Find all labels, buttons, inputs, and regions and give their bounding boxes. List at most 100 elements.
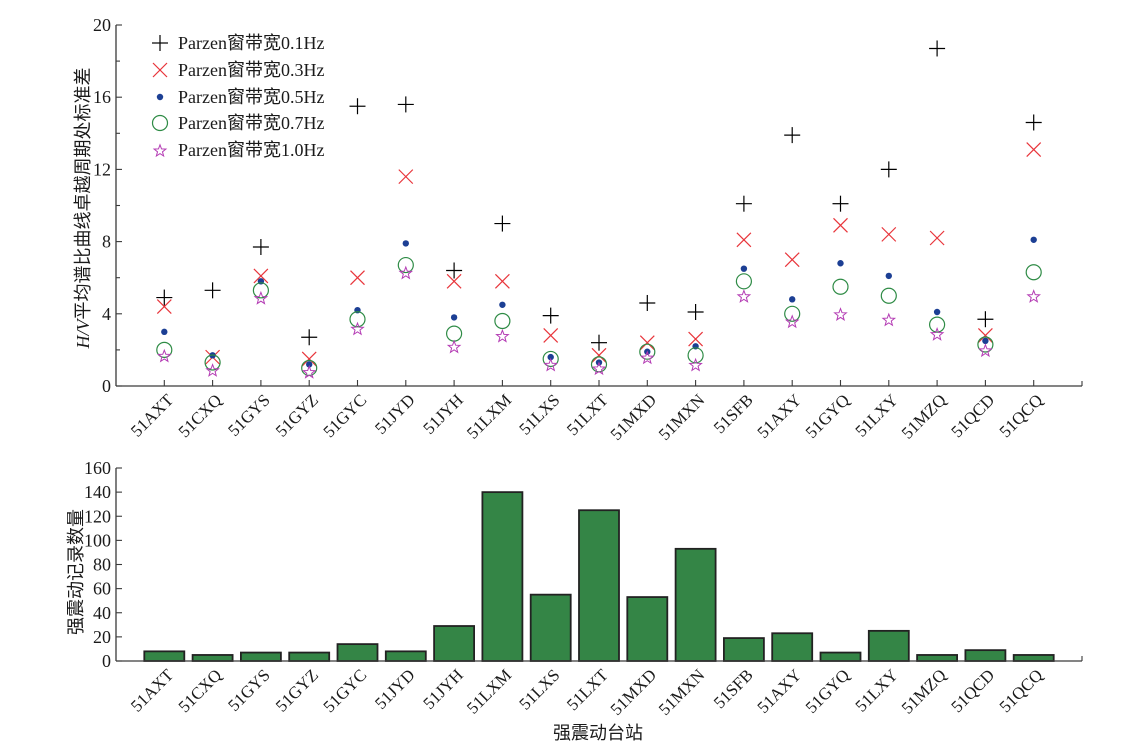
data-point-plus [397,96,414,113]
top-y-tick-label: 4 [102,304,111,324]
data-point-circle [832,278,849,295]
data-point-circle [977,336,994,353]
x-marker-b [446,273,462,289]
data-point-plus [929,40,946,57]
data-point-x [977,328,993,343]
bar-51SFB [723,637,765,662]
data-point-x [688,331,704,347]
data-point-circle [784,305,801,322]
x-marker-b [156,299,172,315]
data-point-x [253,268,269,284]
x-marker-b [350,270,365,286]
data-point-circle [252,282,269,299]
bar-51LXT [578,509,620,662]
series-plus [156,40,1042,351]
data-point-star [784,314,800,329]
x-marker-b [977,328,993,343]
x-marker-b [494,273,510,289]
data-point-circle [397,256,414,274]
top-y-tick-label: 20 [93,15,111,35]
bottom-y-tick-label: 160 [84,458,111,478]
data-point-dot [982,337,989,345]
data-point-star [1026,289,1041,303]
data-point-star [205,363,220,377]
data-point-x [784,252,800,268]
data-point-star [446,339,462,354]
bar-51GYC [336,643,379,662]
data-point-circle [156,341,173,358]
data-point-dot [933,308,941,316]
data-point-x [929,230,945,246]
data-point-circle [880,287,897,304]
legend-item: Parzen窗带宽0.1Hz [152,33,324,53]
data-point-x [446,273,462,289]
bar-51AXT [143,650,186,662]
legend-marker-dot [156,93,164,101]
data-point-circle [687,347,704,364]
data-point-x [881,226,897,242]
bar-51CXQ [191,654,234,662]
legend-item: Parzen窗带宽1.0Hz [152,140,324,160]
data-point-plus [880,161,897,178]
bar-51JYD [384,650,427,662]
x-marker-b [833,217,848,233]
x-marker-b [929,230,945,246]
x-marker-b [398,169,414,185]
data-point-dot [161,328,168,336]
data-point-plus [446,262,463,279]
data-point-star [253,290,269,305]
x-marker-b [301,351,317,367]
x-marker-b [881,226,897,242]
series-x [156,142,1042,367]
data-point-plus [687,303,704,320]
data-point-x [833,217,848,233]
x-marker-b [152,62,168,78]
x-marker-b [784,252,800,268]
top-y-tick-label: 12 [93,159,111,179]
legend-label: Parzen窗带宽0.5Hz [178,87,324,107]
x-marker-b [688,331,704,347]
data-point-dot [499,301,506,308]
bottom-y-tick-label: 40 [93,603,111,623]
data-point-x [494,273,510,289]
top-y-tick-label: 16 [93,87,111,107]
legend: Parzen窗带宽0.1Hz Parzen窗带宽0.3Hz Parzen窗带宽0.5… [151,33,324,160]
bar-51QCD [964,649,1007,662]
y-axis-title-text-part: 平均谱比曲线卓越周期处标准差 [73,68,93,320]
data-point-plus [349,98,366,115]
top-y-axis-title: H/V平均谱比曲线卓越周期处标准差 [73,68,93,350]
bar-51LXM [481,491,524,662]
legend-label: Parzen窗带宽0.7Hz [178,113,324,133]
data-point-x [350,270,365,286]
legend-item: Parzen窗带宽0.7Hz [151,113,324,133]
bottom-y-tick-label: 0 [102,651,111,671]
data-point-circle [639,343,656,360]
data-point-circle [542,350,559,368]
data-point-dot [402,240,409,247]
bar-51QCQ [1012,654,1055,662]
bottom-y-tick-label: 100 [84,530,111,550]
data-point-x [1026,142,1042,157]
data-point-x [543,328,559,343]
data-point-dot [306,361,313,368]
data-point-star [736,289,752,303]
x-marker-b [1026,142,1042,157]
bar-51LXS [529,593,572,662]
bar-51GYS [239,651,282,662]
data-point-plus [591,334,607,351]
data-point-x [591,347,607,363]
legend-marker-plus [152,35,168,51]
bottom-y-tick-label: 140 [84,482,111,502]
bottom-y-tick-label: 60 [93,579,111,599]
bar-51JYH [433,625,476,662]
bar-51MXN [674,547,717,662]
data-point-plus [252,239,269,256]
data-point-circle [349,311,366,328]
bottom-y-tick-label: 120 [84,506,111,526]
legend-label: Parzen窗带宽0.1Hz [178,33,324,53]
bottom-y-tick-label: 80 [93,555,111,575]
data-point-circle [204,354,221,371]
bottom-x-axis-title: 强震动台站 [553,723,643,743]
data-point-plus [156,289,173,306]
